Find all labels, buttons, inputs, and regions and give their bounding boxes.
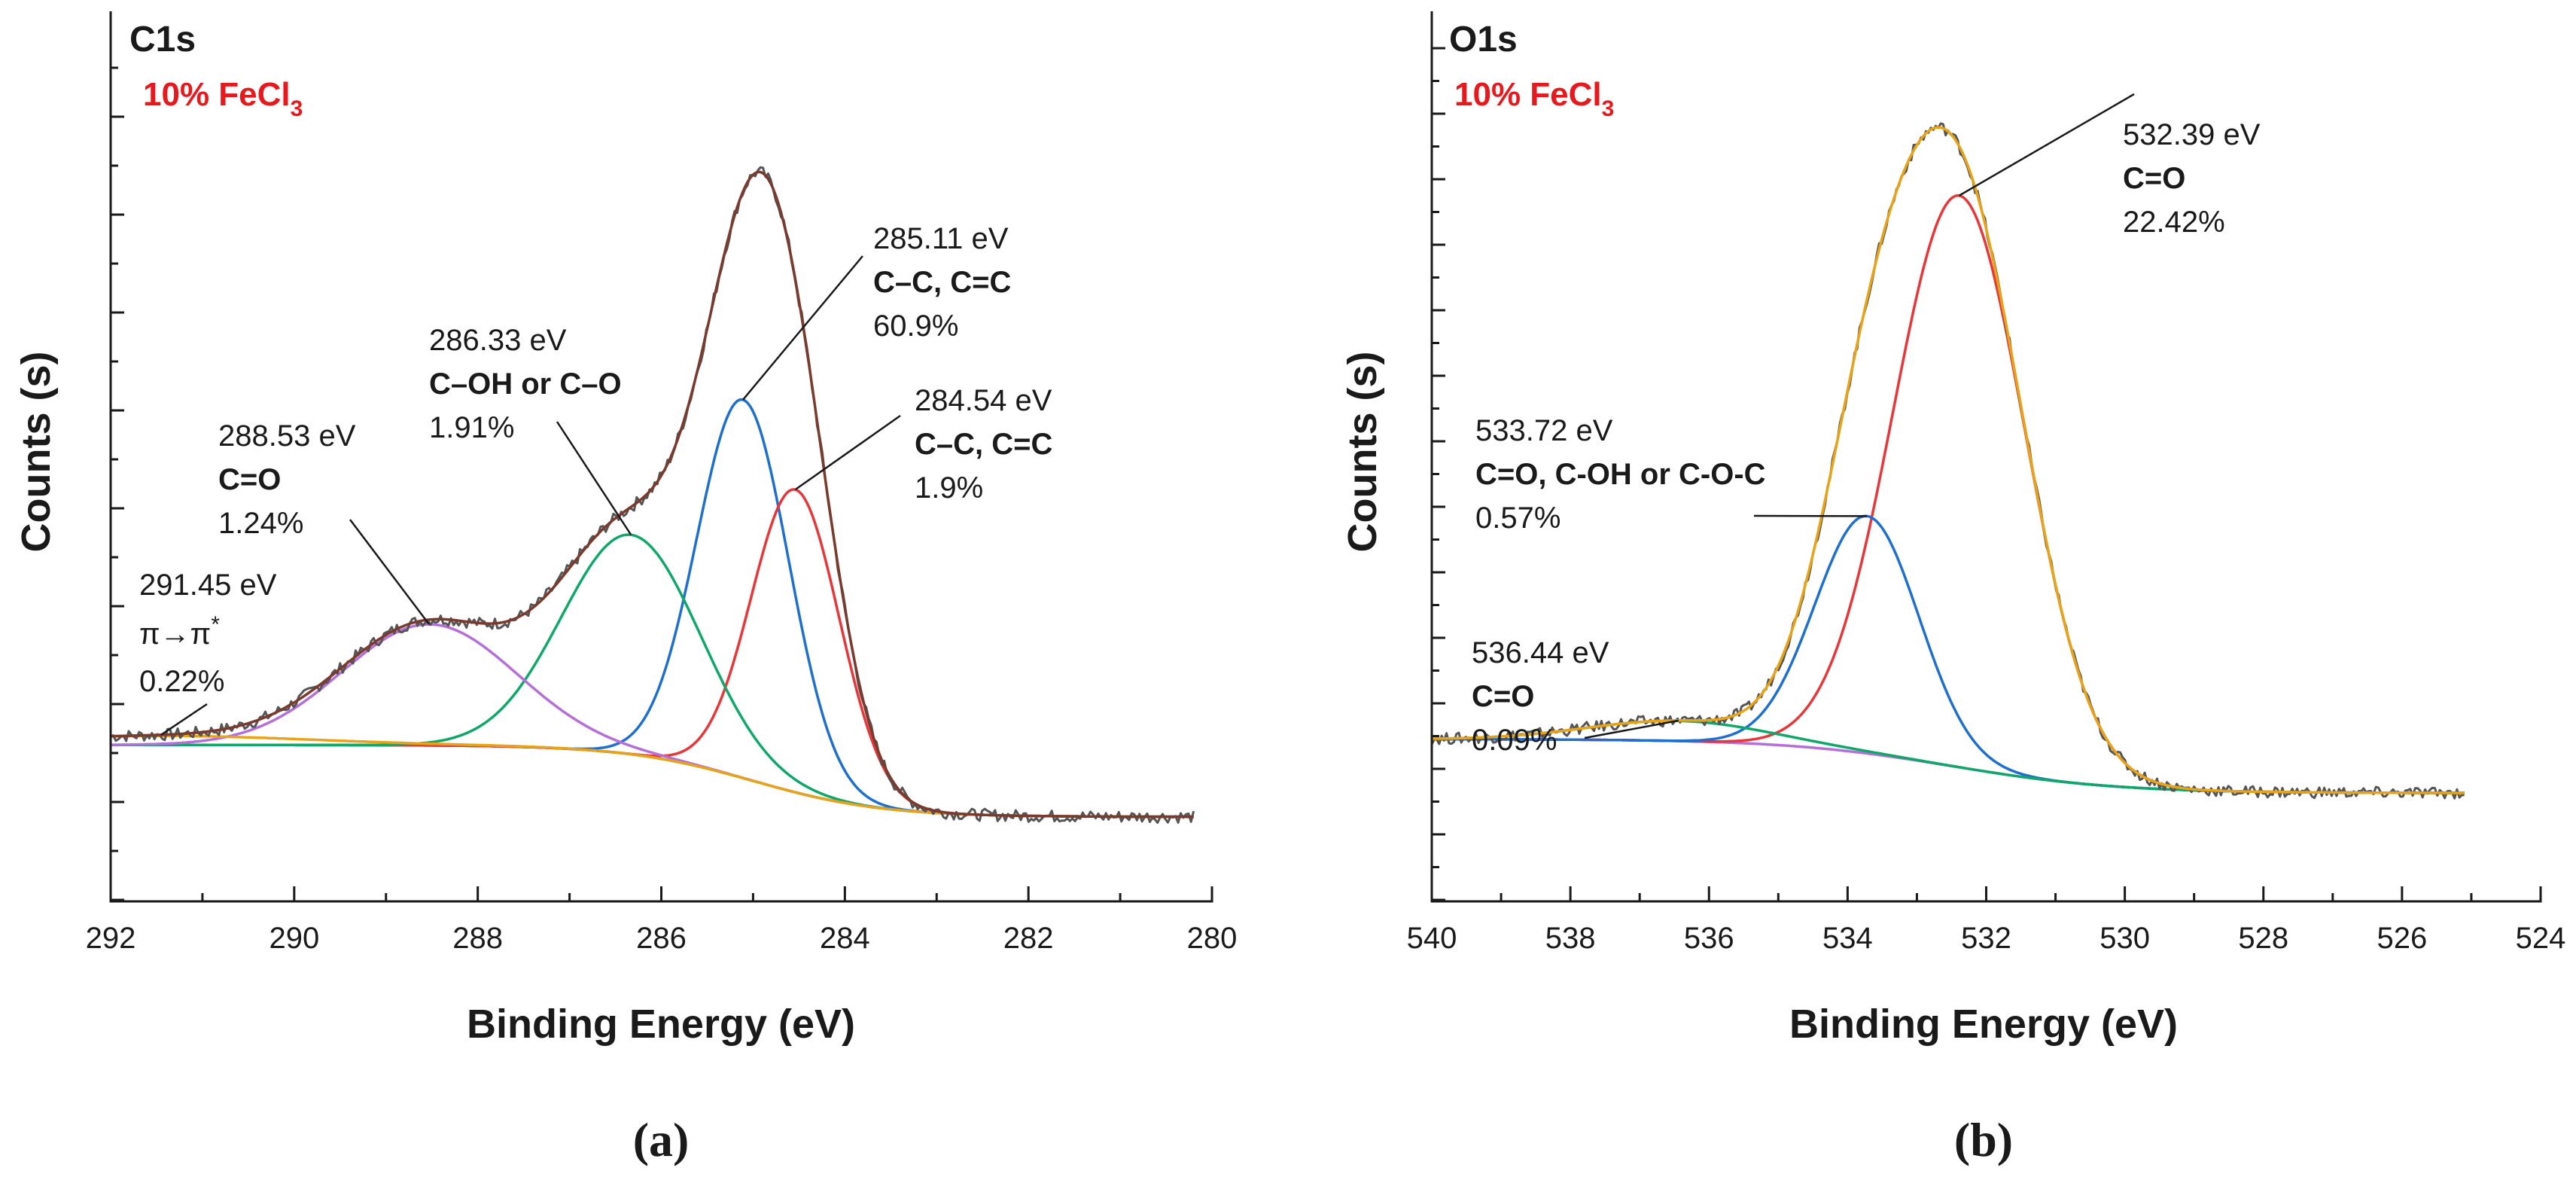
peak-percent-label: 0.57%: [1475, 502, 1561, 535]
panel-b-x-ticks: 540 538 536 534 532 530 528 526 524: [1407, 886, 2566, 955]
panel-b-o1s: 540 538 536 534 532 530 528 526 524 O1s 10% FeCl…: [1340, 11, 2565, 1166]
annotation-leader-line: [794, 414, 901, 491]
peak-energy-label: 532.39 eV: [2123, 118, 2261, 151]
annotation-leader-line: [349, 519, 431, 625]
envelope-curve: [1432, 126, 2465, 794]
panel-b-title: O1s: [1449, 20, 1518, 59]
x-tick-label: 538: [1545, 922, 1596, 955]
annotation-leader-line: [556, 421, 632, 535]
peak-assignment-label: C–OH or C–O: [429, 367, 622, 401]
x-tick-label: 534: [1822, 922, 1873, 955]
annotation-285-11: 285.11 eV C–C, C=C 60.9%: [873, 222, 1011, 343]
panel-a-caption: (a): [633, 1113, 690, 1166]
peak-percent-label: 1.91%: [429, 411, 514, 444]
annotation-286-33: 286.33 eV C–OH or C–O 1.91%: [429, 324, 622, 444]
x-tick-label: 292: [86, 922, 136, 955]
panel-a-y-axis-label: Counts (s): [14, 352, 59, 553]
panel-a-leaders: [160, 255, 901, 736]
peak-energy-label: 288.53 eV: [218, 419, 356, 453]
panel-a-c1s: 292 290 288 286 284 282 280 C1s 10% FeCl3 Coun…: [14, 11, 1237, 1166]
annotation-leader-line: [742, 255, 863, 401]
peak-assignment-label: C=O: [2123, 162, 2185, 195]
annotation-291-45: 291.45 eV π→π* 0.22%: [139, 569, 277, 698]
x-tick-label: 286: [636, 922, 687, 955]
peak-assignment-label: C–C, C=C: [873, 266, 1011, 299]
peak-assignment-label: π→π*: [139, 612, 220, 651]
peak-fit-curve: [111, 398, 1194, 819]
x-tick-label: 280: [1187, 922, 1238, 955]
annotation-leader-line: [1958, 93, 2135, 197]
peak-percent-label: 1.24%: [218, 507, 303, 540]
panel-a-y-ticks: [111, 66, 124, 901]
peak-energy-label: 284.54 eV: [915, 384, 1052, 417]
peak-assignment-label: C=O, C-OH or C-O-C: [1475, 458, 1766, 491]
x-tick-label: 528: [2238, 922, 2288, 955]
x-tick-label: 284: [820, 922, 870, 955]
panel-a-sample-label: 10% FeCl3: [143, 76, 303, 121]
peak-energy-label: 286.33 eV: [429, 324, 567, 357]
annotation-leader-line: [160, 703, 208, 736]
panel-a-x-axis-label: Binding Energy (eV): [467, 1002, 855, 1047]
panel-b-y-ticks: [1432, 47, 1445, 901]
peak-energy-label: 533.72 eV: [1475, 414, 1613, 447]
x-tick-label: 288: [452, 922, 503, 955]
panel-b-caption: (b): [1954, 1113, 2013, 1166]
peak-energy-label: 536.44 eV: [1472, 636, 1609, 669]
panel-b-leaders: [1584, 93, 2135, 739]
annotation-284-54: 284.54 eV C–C, C=C 1.9%: [915, 384, 1052, 505]
peak-percent-label: 22.42%: [2123, 206, 2225, 239]
panel-b-x-axis-label: Binding Energy (eV): [1789, 1002, 2178, 1047]
panel-b-axes: [1430, 11, 2542, 903]
panel-a-x-ticks: 292 290 288 286 284 282 280: [86, 886, 1238, 955]
panel-b-y-axis-label: Counts (s): [1340, 352, 1385, 553]
peak-energy-label: 291.45 eV: [139, 569, 277, 602]
peak-fit-curve: [1432, 194, 2465, 794]
annotation-leader-line: [1584, 719, 1679, 739]
peak-percent-label: 1.9%: [915, 471, 983, 505]
peak-energy-label: 285.11 eV: [873, 222, 1009, 255]
panel-a-title: C1s: [129, 20, 196, 59]
x-tick-label: 282: [1003, 922, 1054, 955]
panel-a-curves: [110, 166, 1195, 825]
peak-assignment-label: C=O: [218, 463, 281, 496]
peak-assignment-label: C–C, C=C: [915, 428, 1052, 461]
peak-fit-curve: [1432, 719, 2465, 794]
x-tick-label: 530: [2099, 922, 2150, 955]
raw-data-curve: [110, 166, 1195, 825]
annotation-536-44: 536.44 eV C=O 0.09%: [1472, 636, 1609, 757]
x-tick-label: 524: [2516, 922, 2566, 955]
peak-percent-label: 0.22%: [139, 665, 224, 698]
peak-fit-curve: [111, 623, 1194, 819]
peak-assignment-label: C=O: [1472, 680, 1534, 713]
x-tick-label: 526: [2377, 922, 2428, 955]
panel-b-curves: [1430, 122, 2465, 800]
annotation-533-72: 533.72 eV C=O, C-OH or C-O-C 0.57%: [1475, 414, 1766, 535]
annotation-288-53: 288.53 eV C=O 1.24%: [218, 419, 356, 540]
annotation-532-39: 532.39 eV C=O 22.42%: [2123, 118, 2261, 239]
peak-percent-label: 0.09%: [1472, 724, 1557, 757]
x-tick-label: 290: [269, 922, 319, 955]
x-tick-label: 532: [1961, 922, 2011, 955]
x-tick-label: 540: [1407, 922, 1457, 955]
panel-b-frame: [1430, 11, 2542, 903]
peak-fit-curve: [110, 734, 1194, 819]
peak-percent-label: 60.9%: [873, 309, 958, 343]
x-tick-label: 536: [1684, 922, 1734, 955]
envelope-curve: [110, 170, 1194, 819]
panel-b-sample-label: 10% FeCl3: [1454, 76, 1614, 121]
